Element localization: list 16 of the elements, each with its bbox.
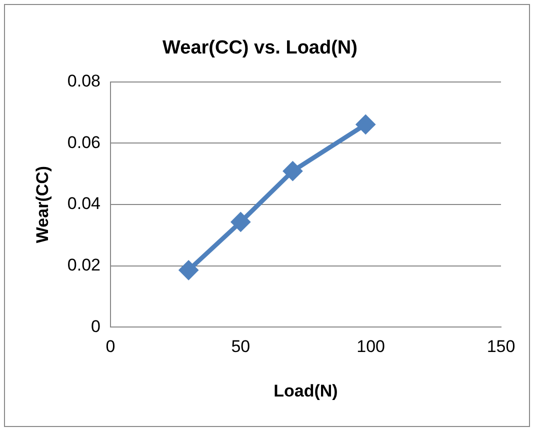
y-tick-label: 0.02 [67,256,100,275]
y-tick-label: 0.04 [67,194,100,214]
x-axis-title: Load(N) [274,381,338,400]
x-tick-label: 150 [486,337,516,356]
y-axis-title: Wear(CC) [32,166,52,244]
x-tick-label: 100 [356,337,386,356]
point [283,162,302,180]
y-tick-label: 0.08 [67,71,100,90]
y-tick-label: 0 [91,316,100,336]
point [179,260,198,280]
y-tick-label: 0.06 [67,132,100,152]
point [231,212,250,232]
x-tick-label: 0 [106,337,116,356]
x-tick-label: 50 [231,337,250,356]
chart-title: Wear(CC) vs. Load(N) [162,38,358,59]
point [356,115,375,134]
